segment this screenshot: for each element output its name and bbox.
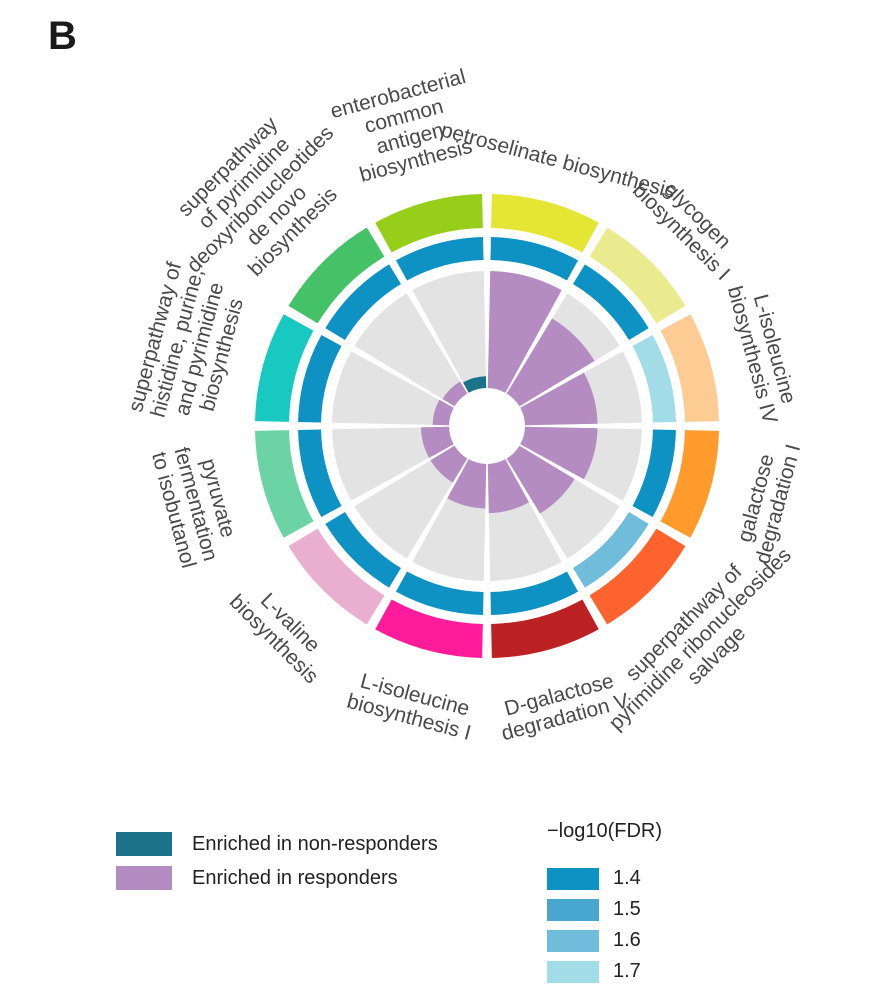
fdr-ring bbox=[298, 237, 676, 615]
fdr-ring-segment bbox=[632, 334, 676, 423]
value-bar bbox=[463, 376, 487, 393]
fdr-ring-segment bbox=[490, 571, 579, 615]
pathway-label: galactosedegradation I bbox=[729, 436, 805, 566]
pathway-color-ring bbox=[255, 194, 719, 658]
fdr-legend-item: 1.4 bbox=[547, 863, 662, 894]
pathway-color-segment bbox=[255, 430, 314, 538]
value-bar bbox=[506, 318, 595, 407]
legend-item-non-responders: Enriched in non-responders bbox=[116, 827, 438, 861]
fdr-legend-title: −log10(FDR) bbox=[547, 820, 663, 842]
fdr-ring-segment bbox=[298, 334, 342, 423]
fdr-ring-segment bbox=[395, 237, 484, 281]
value-bar bbox=[430, 445, 468, 483]
pathway-label: D-galactosedegradation V bbox=[493, 667, 631, 745]
pathway-color-segment bbox=[491, 599, 599, 658]
value-bar bbox=[487, 459, 529, 514]
fdr-swatch bbox=[547, 867, 599, 890]
pathway-color-segment bbox=[589, 528, 686, 625]
pathway-color-segment bbox=[589, 227, 686, 324]
fdr-legend-item: 1.6 bbox=[547, 925, 662, 956]
pathway-label: superpathway ofhistidine, purine,and pyr… bbox=[124, 260, 253, 433]
fdr-ring-segment bbox=[632, 429, 676, 518]
fdr-ring-segment bbox=[490, 237, 579, 281]
fdr-ring-segment bbox=[325, 264, 402, 341]
pathway-color-segment bbox=[375, 194, 483, 253]
pathway-label: L-isoleucinebiosynthesis I bbox=[345, 667, 480, 744]
background-wedges bbox=[332, 271, 642, 581]
fdr-value: 1.4 bbox=[613, 867, 641, 889]
legend-swatch-non-responders bbox=[116, 832, 172, 856]
legend-item-responders: Enriched in responders bbox=[116, 861, 438, 895]
background-wedge bbox=[354, 445, 468, 559]
value-bar bbox=[447, 459, 487, 509]
value-bar bbox=[520, 372, 598, 426]
fdr-legend-item: 1.5 bbox=[547, 894, 662, 925]
pathway-label: L-valinebiosynthesis bbox=[225, 574, 339, 688]
pathway-color-segment bbox=[288, 528, 385, 625]
pathway-label: L-isoleucinebiosynthesis IV bbox=[723, 278, 804, 426]
legend-label-responders: Enriched in responders bbox=[192, 866, 398, 889]
value-bar bbox=[487, 271, 562, 393]
fdr-value: 1.7 bbox=[613, 960, 641, 982]
value-bar bbox=[442, 381, 468, 407]
direction-legend: Enriched in non-responders Enriched in r… bbox=[116, 827, 438, 895]
legend-label-non-responders: Enriched in non-responders bbox=[192, 832, 438, 855]
fdr-legend-item: 1.7 bbox=[547, 956, 662, 987]
value-bar bbox=[506, 445, 575, 514]
background-wedge bbox=[412, 271, 487, 393]
pathway-color-segment bbox=[491, 194, 599, 253]
fdr-ring-segment bbox=[325, 511, 402, 588]
fdr-ring-segment bbox=[572, 511, 649, 588]
fdr-swatch bbox=[547, 898, 599, 921]
fdr-value: 1.6 bbox=[613, 929, 641, 951]
fdr-ring-segment bbox=[572, 264, 649, 341]
pathway-label: pyruvatefermentationto isobutanol bbox=[147, 438, 244, 571]
background-wedge bbox=[332, 351, 454, 426]
fdr-legend: −log10(FDR) 1.4 1.5 1.6 1.7 bbox=[547, 820, 662, 987]
panel-label: B bbox=[48, 14, 77, 58]
pathway-color-segment bbox=[375, 599, 483, 658]
fdr-swatch bbox=[547, 960, 599, 983]
pathway-color-segment bbox=[288, 227, 385, 324]
value-bar bbox=[520, 426, 598, 480]
legend-swatch-responders bbox=[116, 866, 172, 890]
background-wedge bbox=[332, 426, 454, 501]
fdr-ring-segment bbox=[298, 429, 342, 518]
value-bar bbox=[420, 426, 454, 458]
fdr-swatch bbox=[547, 929, 599, 952]
pathway-color-segment bbox=[255, 314, 314, 422]
fdr-value: 1.5 bbox=[613, 898, 641, 920]
value-bars bbox=[420, 271, 598, 514]
pathway-color-segment bbox=[660, 314, 719, 422]
background-wedge bbox=[354, 293, 468, 407]
fdr-ring-segment bbox=[395, 571, 484, 615]
pathway-label: superpathway ofpyrimidine ribonucleoside… bbox=[588, 527, 812, 751]
circular-bar-chart: petroselinate biosynthesisglycogenbiosyn… bbox=[124, 65, 812, 751]
pathway-color-segment bbox=[660, 430, 719, 538]
value-bar bbox=[432, 399, 454, 426]
